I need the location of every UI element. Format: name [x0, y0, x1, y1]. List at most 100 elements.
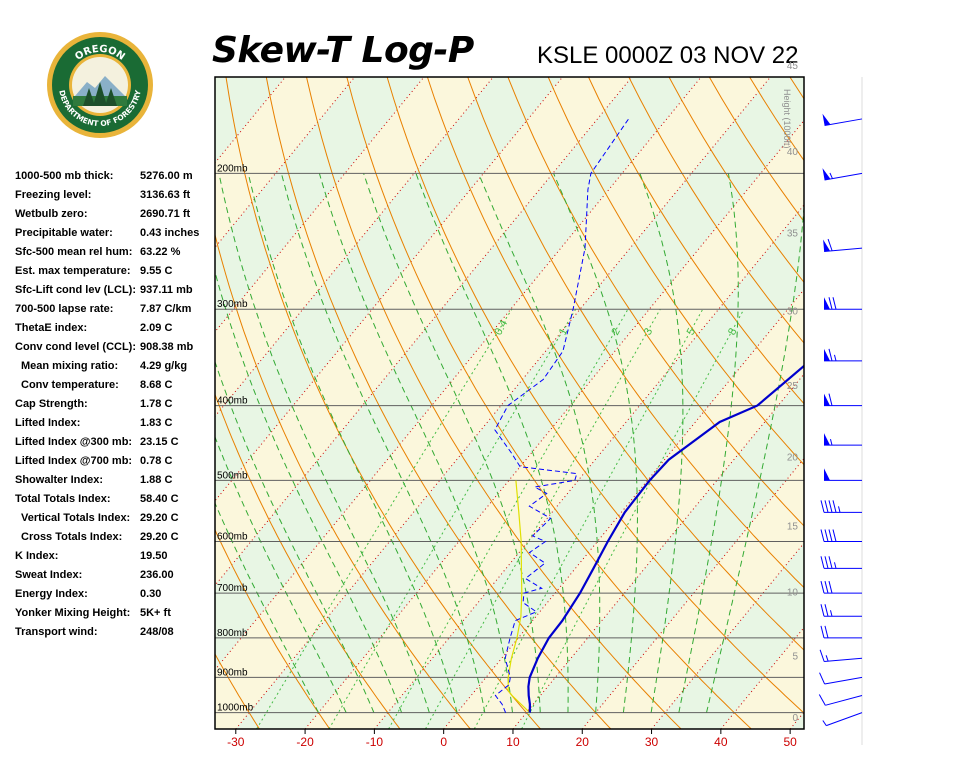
index-value: 5276.00 m: [140, 170, 193, 182]
index-row: Transport wind: 248/08: [15, 624, 215, 643]
index-value: 1.78 C: [140, 398, 173, 410]
isotherm-line: [373, 204, 804, 729]
index-label: Sfc-Lift cond lev (LCL):: [15, 284, 136, 296]
wind-barb-staff: [826, 712, 863, 727]
index-value: 1.83 C: [140, 417, 173, 429]
wind-barb-staff: [824, 657, 863, 663]
wind-barb-flag: [818, 694, 826, 706]
wind-barb-pennant: [822, 113, 831, 126]
temperature-tick-label: -20: [296, 735, 314, 749]
index-label: Cap Strength:: [15, 398, 88, 410]
wind-barb-flag: [828, 500, 833, 513]
wind-barb-pennant: [823, 239, 831, 252]
index-row: Conv cond level (CCL): 908.38 mb: [15, 339, 215, 358]
height-tick-label: 15: [787, 521, 799, 532]
wind-barb-flag: [820, 625, 825, 639]
pressure-label: 500mb: [217, 470, 248, 481]
index-value: 2690.71 ft: [140, 208, 191, 220]
index-row: Sfc-500 mean rel hum: 63.22 %: [15, 244, 215, 263]
wind-barb-pennant: [824, 393, 830, 406]
wind-barb: [819, 672, 863, 685]
wind-barb-half-flag: [834, 562, 837, 569]
height-tick-label: 0: [792, 713, 798, 724]
wind-barb: [824, 468, 862, 481]
temperature-band: [215, 77, 217, 79]
plot-area: 0.4 1 2 3 5 8: [24, 77, 960, 729]
wind-barb: [824, 297, 862, 310]
index-label: Yonker Mixing Height:: [15, 607, 131, 619]
index-label: K Index:: [15, 550, 59, 562]
dry-adiabat-line: [911, 77, 960, 729]
index-row: Freezing level: 3136.63 ft: [15, 187, 215, 206]
wind-barb: [820, 529, 862, 542]
index-row: ThetaE index: 2.09 C: [15, 320, 215, 339]
wind-barb-staff: [824, 172, 863, 181]
wind-barb-flag: [819, 672, 826, 685]
isotherm-line: [581, 457, 804, 729]
wind-barb-flag: [820, 556, 825, 569]
wind-barb: [820, 625, 862, 639]
wind-barb: [820, 500, 862, 513]
wind-barb: [822, 712, 863, 727]
wind-barb-flag: [832, 297, 837, 310]
mixing-ratio-line: [521, 308, 745, 729]
isotherm-line: [789, 711, 804, 729]
isotherm-line: [215, 77, 217, 80]
index-row: Cap Strength: 1.78 C: [15, 396, 215, 415]
index-value: 5K+ ft: [140, 607, 171, 619]
wind-barb-half-flag: [825, 655, 829, 662]
index-label: Mean mixing ratio:: [21, 360, 119, 372]
index-row: Energy Index: 0.30: [15, 586, 215, 605]
wind-barb: [820, 604, 862, 617]
dry-adiabat-line: [951, 77, 960, 729]
wind-barb-flag: [828, 297, 833, 310]
isotherm-line: [651, 542, 804, 729]
wind-barb-flag: [828, 348, 833, 362]
index-value: 236.00: [140, 569, 174, 581]
dry-adiabat-line: [24, 77, 189, 729]
index-row: Est. max temperature: 9.55 C: [15, 263, 215, 282]
station-time-label: KSLE 0000Z 03 NOV 22: [537, 42, 799, 69]
index-label: Sweat Index:: [15, 569, 83, 581]
index-label: Wetbulb zero:: [15, 208, 88, 220]
wind-barb-staff: [824, 676, 863, 685]
index-value: 9.55 C: [140, 265, 173, 277]
height-tick-label: 30: [787, 306, 799, 317]
temperature-tick-label: 10: [506, 735, 520, 749]
height-tick-label: 35: [787, 228, 799, 239]
index-value: 908.38 mb: [140, 341, 194, 353]
wind-barb-pennant: [824, 348, 830, 361]
index-label: Lifted Index @300 mb:: [15, 436, 133, 448]
index-row: Vertical Totals Index: 29.20 C: [15, 510, 215, 529]
index-row: Lifted Index: 1.83 C: [15, 415, 215, 434]
wind-barb: [820, 581, 862, 594]
wind-barb-staff: [825, 694, 863, 706]
wind-barb: [822, 168, 863, 181]
oregon-department-of-forestry-logo: OREGON DEPARTMENT OF FORESTRY: [45, 30, 155, 140]
height-tick-label: 20: [787, 453, 799, 464]
index-row: Showalter Index: 1.88 C: [15, 472, 215, 491]
wind-barb-flag: [824, 529, 829, 542]
dry-adiabat-line: [870, 77, 960, 729]
pressure-label: 400mb: [217, 396, 248, 407]
index-value: 4.29 g/kg: [140, 360, 188, 372]
index-label: Showalter Index:: [15, 474, 104, 486]
wind-barb-half-flag: [822, 720, 827, 726]
dewpoint-line: [494, 118, 630, 713]
temperature-band: [582, 458, 804, 729]
index-row: Conv temperature: 8.68 C: [15, 377, 215, 396]
index-value: 248/08: [140, 626, 174, 638]
temperature-tick-label: 0: [440, 735, 447, 749]
height-tick-label: 5: [792, 651, 798, 662]
mixing-ratio-label: 2: [609, 326, 622, 337]
isotherm-line: [859, 77, 960, 729]
index-label: Lifted Index @700 mb:: [15, 455, 133, 467]
mixing-ratio-label: 5: [685, 326, 698, 337]
index-row: Precipitable water: 0.43 inches: [15, 225, 215, 244]
mixing-ratio-label: 8: [726, 326, 739, 337]
stability-indices-panel: 1000-500 mb thick: 5276.00 m Freezing leve…: [15, 168, 215, 643]
temperature-band: [215, 77, 771, 729]
wind-barb: [824, 433, 862, 446]
wind-barb-pennant: [824, 468, 830, 481]
